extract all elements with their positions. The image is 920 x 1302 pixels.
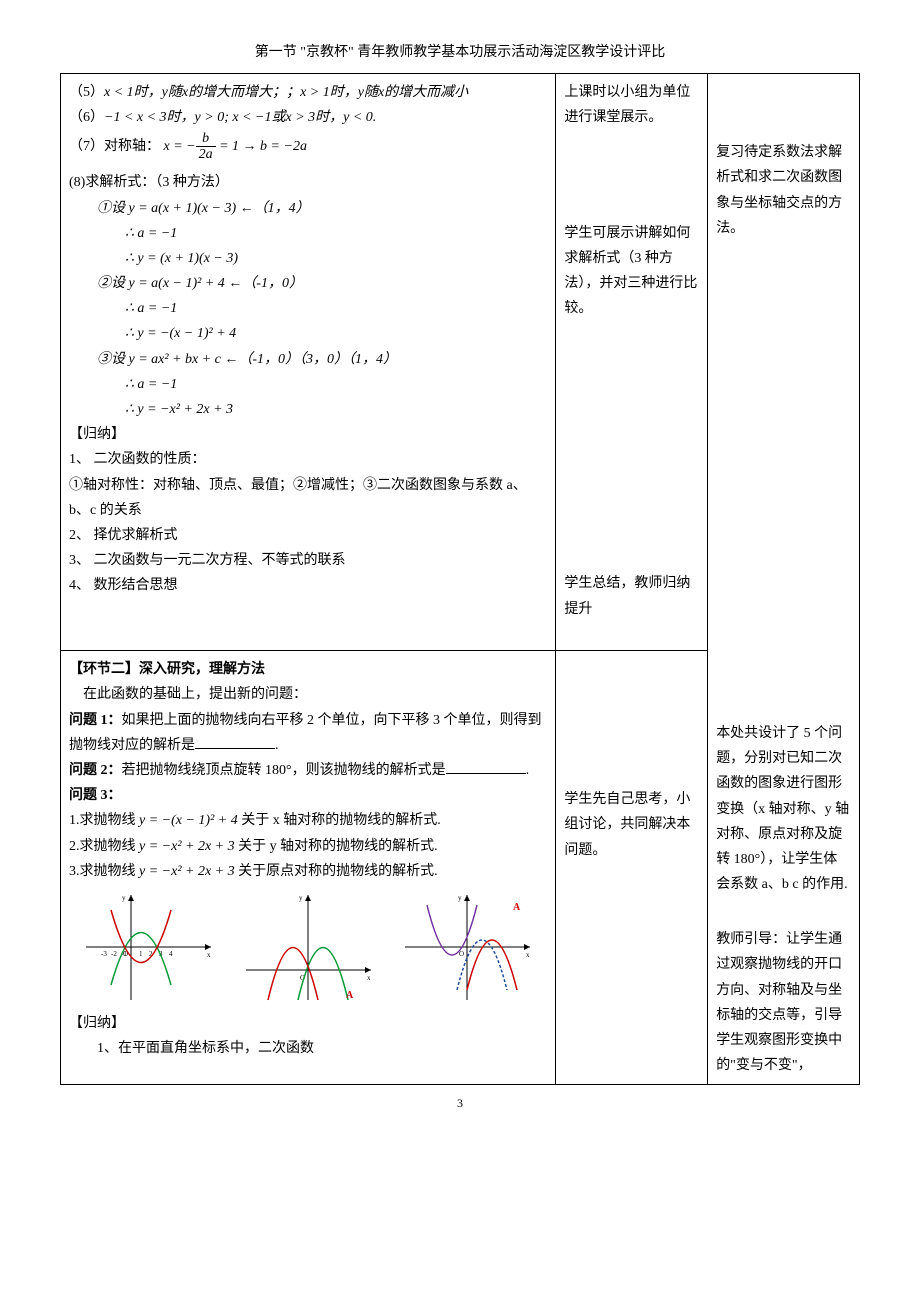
summary-1-item1a: ①轴对称性：对称轴、顶点、最值；②增减性；③二次函数图象与系数 a、b、c 的关… (69, 473, 547, 523)
method-3-a: ∴ a = −1 (69, 372, 547, 397)
section-2-title: 【环节二】深入研究，理解方法 (69, 657, 547, 682)
lesson-table: （5）x < 1时，y随x的增大而增大；；x > 1时，y随x的增大而减小 （6… (60, 73, 860, 1085)
item-7: （7）对称轴： x = −b2a = 1 → b = −2a (69, 131, 547, 163)
method-1-a: ∴ a = −1 (69, 221, 547, 246)
content-cell-2: 【环节二】深入研究，理解方法 在此函数的基础上，提出新的问题： 问题 1：如果把… (61, 651, 556, 1085)
svg-text:x: x (207, 951, 211, 959)
graph-y-reflection: xyO A (241, 890, 376, 1005)
method-1-result: ∴ y = (x + 1)(x − 3) (69, 246, 547, 271)
method-2-a: ∴ a = −1 (69, 296, 547, 321)
summary-2-title: 【归纳】 (69, 1011, 547, 1036)
question-3-1: 1.求抛物线 y = −(x − 1)² + 4 关于 x 轴对称的抛物线的解析… (69, 808, 547, 833)
svg-text:4: 4 (169, 950, 173, 958)
svg-text:y: y (458, 894, 462, 902)
svg-text:y: y (122, 894, 126, 902)
summary-1-item1: 1、 二次函数的性质： (69, 447, 547, 472)
content-cell-1: （5）x < 1时，y随x的增大而增大；；x > 1时，y随x的增大而减小 （6… (61, 74, 556, 651)
question-1: 问题 1：如果把上面的抛物线向右平移 2 个单位，向下平移 3 个单位，则得到抛… (69, 708, 547, 758)
notes-cell: 复习待定系数法求解析式和求二次函数图象与坐标轴交点的方法。 本处共设计了 5 个… (708, 74, 860, 1085)
method-2-result: ∴ y = −(x − 1)² + 4 (69, 321, 547, 346)
svg-text:A: A (346, 990, 354, 1001)
question-3-label: 问题 3： (69, 783, 547, 808)
summary-1-item4: 4、 数形结合思想 (69, 573, 547, 598)
method-1-setup: ①设 y = a(x + 1)(x − 3) ←（1，4） (69, 196, 547, 221)
svg-text:x: x (367, 974, 371, 982)
question-2: 问题 2：若把抛物线绕顶点旋转 180°，则该抛物线的解析式是. (69, 758, 547, 783)
activity-text-4: 学生先自己思考，小组讨论，共同解决本问题。 (564, 787, 699, 863)
notes-text-3: 教师引导：让学生通过观察抛物线的开口方向、对称轴及与坐标轴的交点等，引导学生观察… (716, 927, 851, 1078)
graph-x-reflection: xyO -3-2-1 1234 (81, 890, 216, 1005)
question-3-3: 3.求抛物线 y = −x² + 2x + 3 关于原点对称的抛物线的解析式. (69, 859, 547, 884)
notes-text-2: 本处共设计了 5 个问题，分别对已知二次函数的图象进行图形变换（x 轴对称、y … (716, 721, 851, 897)
page-header: 第一节 "京教杯" 青年教师教学基本功展示活动海淀区教学设计评比 (60, 40, 860, 65)
svg-text:-3: -3 (101, 950, 107, 958)
method-3-result: ∴ y = −x² + 2x + 3 (69, 397, 547, 422)
graph-origin-reflection: xyO A (400, 890, 535, 1005)
summary-1-title: 【归纳】 (69, 422, 547, 447)
page-number: 3 (60, 1093, 860, 1115)
method-2-setup: ②设 y = a(x − 1)² + 4 ←（-1，0） (69, 271, 547, 296)
svg-text:A: A (513, 902, 521, 913)
graph-row: xyO -3-2-1 1234 (69, 890, 547, 1005)
activity-cell-1: 上课时以小组为单位进行课堂展示。 学生可展示讲解如何求解析式（3 种方法），并对… (556, 74, 708, 651)
activity-cell-2: 学生先自己思考，小组讨论，共同解决本问题。 (556, 651, 708, 1085)
summary-1-item2: 2、 择优求解析式 (69, 523, 547, 548)
svg-text:x: x (526, 951, 530, 959)
activity-text-1: 上课时以小组为单位进行课堂展示。 (564, 80, 699, 130)
section-2-intro: 在此函数的基础上，提出新的问题： (69, 682, 547, 707)
item-8: (8)求解析式：（3 种方法） (69, 170, 547, 195)
item-6: （6）−1 < x < 3时，y > 0; x < −1或x > 3时，y < … (69, 105, 547, 130)
svg-text:-2: -2 (111, 950, 117, 958)
item-5: （5）x < 1时，y随x的增大而增大；；x > 1时，y随x的增大而减小 (69, 80, 547, 105)
summary-1-item3: 3、 二次函数与一元二次方程、不等式的联系 (69, 548, 547, 573)
svg-text:1: 1 (139, 950, 143, 958)
method-3-setup: ③设 y = ax² + bx + c ←（-1，0）（3，0）（1，4） (69, 347, 547, 372)
svg-text:y: y (299, 894, 303, 902)
question-3-2: 2.求抛物线 y = −x² + 2x + 3 关于 y 轴对称的抛物线的解析式… (69, 834, 547, 859)
activity-text-2: 学生可展示讲解如何求解析式（3 种方法），并对三种进行比较。 (564, 221, 699, 322)
summary-2-item1: 1、在平面直角坐标系中，二次函数 (69, 1036, 547, 1061)
activity-text-3: 学生总结，教师归纳提升 (564, 571, 699, 621)
notes-text-1: 复习待定系数法求解析式和求二次函数图象与坐标轴交点的方法。 (716, 140, 851, 241)
